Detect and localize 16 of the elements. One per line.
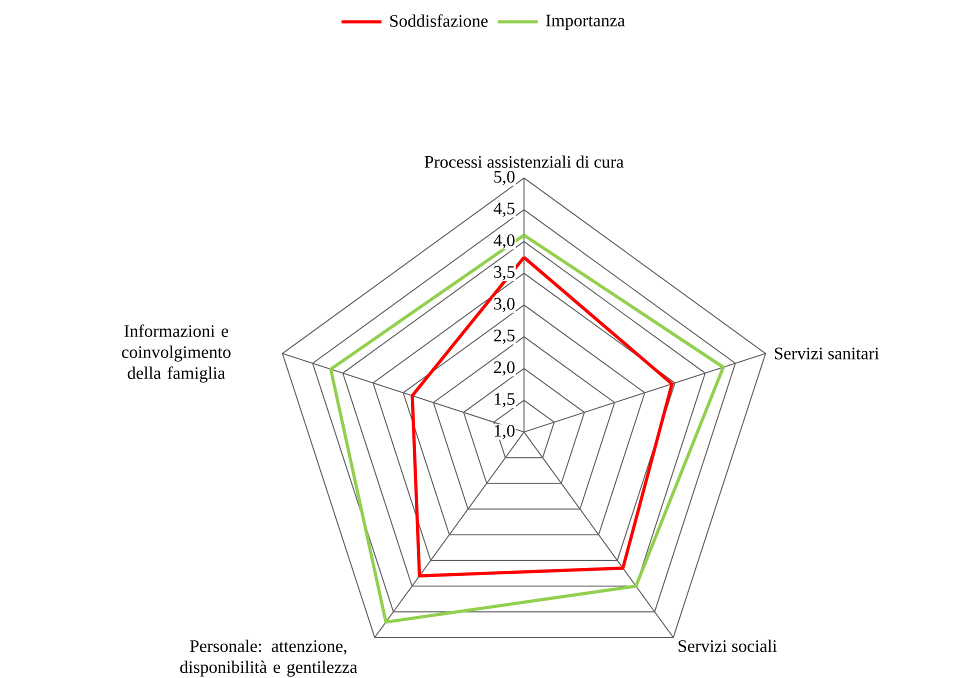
y-tick-label: 2,5 xyxy=(494,330,515,344)
y-tick-label: 1,5 xyxy=(494,393,515,408)
spoke-label: Personale: attenzione, disponibilità e gentilezza xyxy=(180,640,358,677)
spoke-label: Servizi sanitari xyxy=(774,348,879,360)
spoke-label: Servizi sociali xyxy=(678,640,777,652)
legend-label: Importanza xyxy=(546,14,625,30)
y-tick-label: 5,0 xyxy=(494,170,515,186)
y-tick-label: 4,0 xyxy=(494,234,515,249)
y-tick-label: 4,5 xyxy=(494,202,515,217)
y-tick-label: 3,0 xyxy=(494,298,515,312)
y-tick-label: 1,0 xyxy=(494,424,515,440)
y-tick-label: 2,0 xyxy=(494,361,515,376)
legend-label: Soddisfazione xyxy=(390,14,488,27)
spoke-label: Informazioni e coinvolgimento della famiglia xyxy=(122,324,230,383)
spoke-label: Processi assistenziali di cura xyxy=(424,155,624,168)
y-tick-label: 3,5 xyxy=(494,266,515,280)
